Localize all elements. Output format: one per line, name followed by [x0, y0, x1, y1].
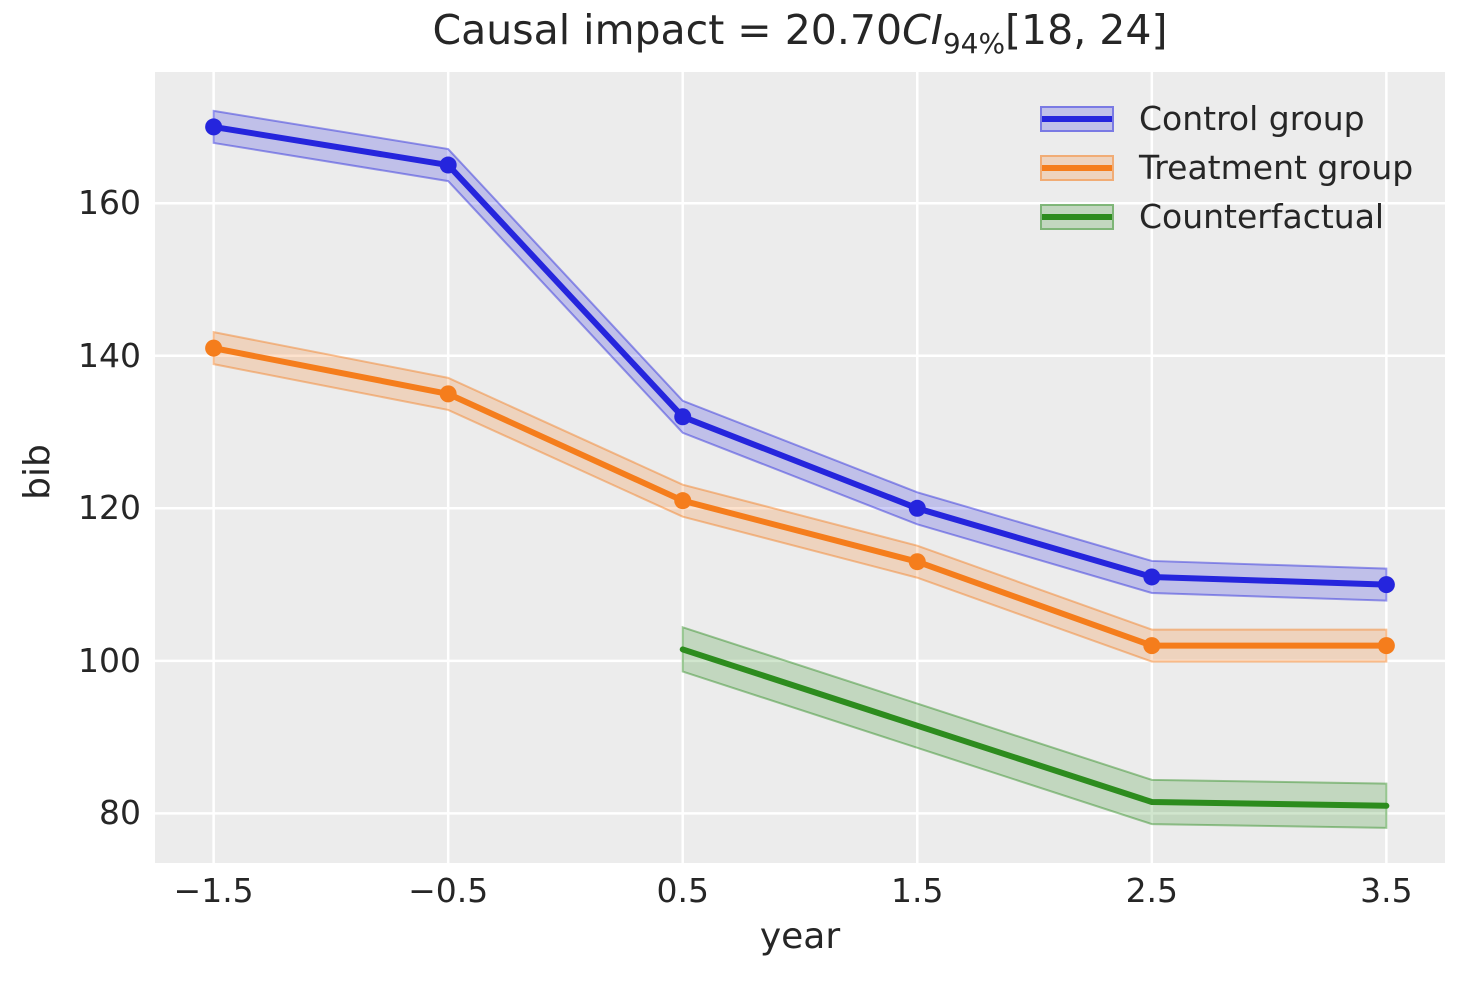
series-control-group-marker — [439, 156, 457, 174]
x-tick-label: 0.5 — [656, 871, 709, 910]
series-control-group-marker — [1377, 576, 1395, 594]
legend-item-control-group: Control group — [1040, 94, 1413, 143]
series-counterfactual-line — [679, 646, 1390, 809]
legend-line-icon — [1042, 115, 1112, 122]
series-control-group-line — [210, 123, 1390, 588]
x-tick-label: −1.5 — [173, 871, 254, 910]
series-control-group-marker — [674, 408, 692, 426]
x-tick-label: 1.5 — [891, 871, 944, 910]
series-control-group-marker — [908, 499, 926, 517]
title-prefix: Causal impact = 20.70 — [432, 6, 903, 54]
legend-label: Control group — [1139, 99, 1365, 138]
series-control-group-band — [212, 109, 1388, 602]
series-treatment-group — [205, 330, 1395, 663]
chart-title: Causal impact = 20.70CI94%[18, 24] — [155, 6, 1445, 60]
legend-swatch-control-group — [1040, 105, 1114, 132]
series-treatment-group-marker — [439, 385, 457, 403]
y-tick-label: 140 — [78, 335, 141, 375]
legend-line-icon — [1042, 213, 1112, 220]
legend-line-icon — [1042, 164, 1112, 171]
x-tick-label: −0.5 — [408, 871, 489, 910]
y-tick-label: 160 — [78, 183, 141, 223]
legend-swatch-counterfactual — [1040, 203, 1114, 230]
series-treatment-group-marker — [205, 339, 223, 357]
series-treatment-group-marker — [674, 492, 692, 510]
series-treatment-group-band — [212, 330, 1388, 663]
x-axis-label: year — [759, 916, 841, 957]
series-counterfactual — [679, 625, 1390, 829]
y-tick-label: 120 — [78, 488, 141, 528]
y-axis-label: bib — [17, 444, 58, 500]
series-counterfactual-band — [681, 625, 1388, 829]
legend-item-treatment-group: Treatment group — [1040, 143, 1413, 192]
x-tick-label: 3.5 — [1360, 871, 1413, 910]
series-control-group-marker — [205, 118, 223, 136]
title-ci-label: CI — [902, 6, 943, 54]
x-tick-label: 2.5 — [1125, 871, 1179, 910]
gridlines — [155, 72, 1445, 863]
series-control-group — [205, 109, 1395, 602]
title-interval: [18, 24] — [1005, 6, 1168, 54]
series-control-group-marker — [1143, 568, 1161, 586]
y-tick-label: 100 — [78, 640, 141, 680]
legend-item-counterfactual: Counterfactual — [1040, 192, 1413, 241]
series-treatment-group-line — [210, 345, 1390, 649]
legend-label: Counterfactual — [1139, 197, 1385, 236]
legend: Control group Treatment group Counterfactu… — [1040, 94, 1413, 241]
series-treatment-group-marker — [1377, 637, 1395, 655]
title-ci-subscript: 94% — [942, 27, 1006, 60]
legend-swatch-treatment-group — [1040, 154, 1114, 181]
series-treatment-group-marker — [908, 553, 926, 571]
y-tick-label: 80 — [99, 793, 141, 833]
series-treatment-group-marker — [1143, 637, 1161, 655]
legend-label: Treatment group — [1139, 148, 1414, 187]
